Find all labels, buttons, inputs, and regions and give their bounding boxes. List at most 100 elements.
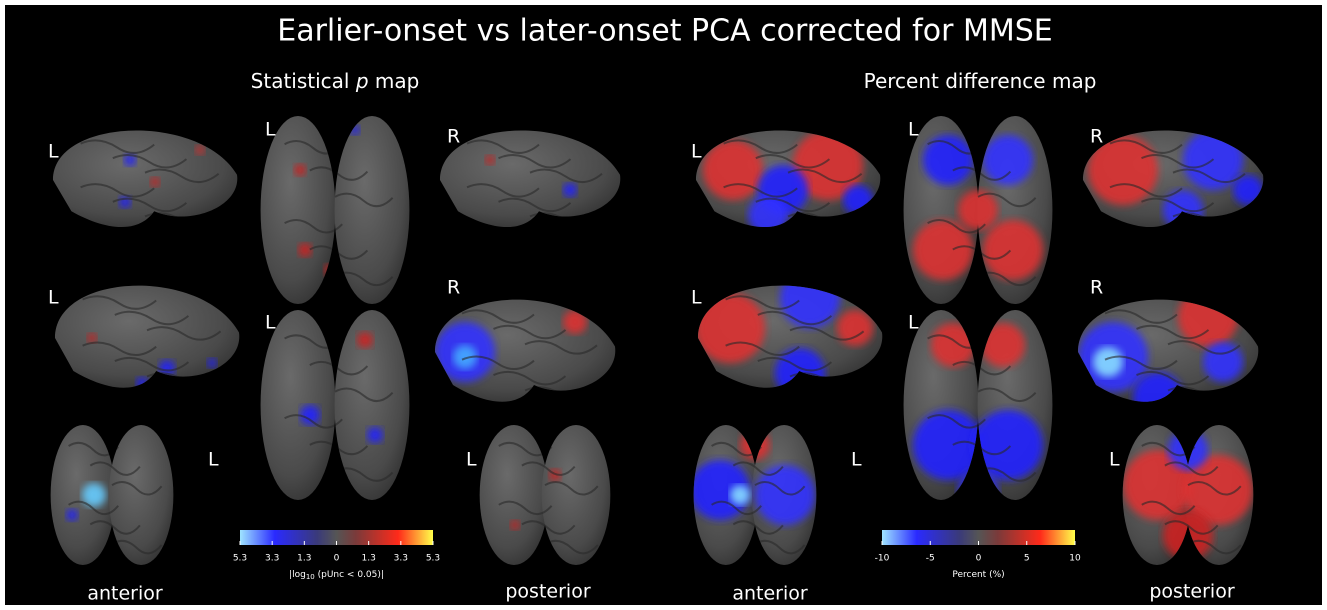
sulcus [1141, 500, 1196, 516]
brain-view [53, 130, 238, 228]
brain-surface [479, 425, 549, 565]
brain-surface [541, 425, 611, 565]
sulcus [80, 183, 155, 198]
view-label: L [1109, 449, 1120, 471]
activation-blob [294, 164, 306, 176]
sulcus [146, 326, 222, 341]
colorbar-tick-label: 0 [334, 554, 340, 564]
activation-blob [159, 360, 175, 376]
sulcus [1172, 168, 1246, 183]
sulcus [977, 192, 1037, 208]
brain-view [698, 285, 883, 388]
brain-overlay [1088, 130, 1263, 228]
brain-overlay [284, 332, 394, 482]
brain-view [1083, 130, 1264, 228]
colorbar-tick-label: 0 [976, 554, 982, 564]
brain-surface [108, 425, 174, 565]
brain-surface [440, 130, 621, 228]
brain-view [55, 285, 240, 388]
sulcus [114, 310, 190, 326]
view-label: L [691, 287, 702, 309]
activation-blob [1093, 347, 1123, 377]
activation-blob [82, 483, 106, 507]
brain-view [696, 130, 881, 228]
activation-blob [124, 154, 136, 166]
sulcus [493, 370, 567, 386]
colorbar-label: Percent (%) [952, 570, 1004, 580]
figure-title: Earlier-onset vs later-onset PCA correct… [277, 14, 1053, 49]
sulcus [89, 520, 141, 535]
sulcus [927, 218, 986, 234]
sulcus [309, 166, 369, 181]
activation-blob [931, 323, 975, 367]
sulcus [111, 481, 163, 496]
panel-title-part: map [369, 69, 420, 93]
sulcus [1187, 481, 1242, 496]
sulcus [1164, 520, 1219, 535]
colorbar-tick-label: 1.3 [362, 554, 376, 564]
activation-blob [207, 358, 217, 368]
colorbar-tick-label: -10 [875, 554, 890, 564]
sulcus [711, 500, 762, 516]
panel-title: Statistical p map [251, 69, 420, 93]
activation-blob [66, 509, 78, 521]
activation-blob [453, 345, 477, 369]
brain-surface [334, 116, 410, 304]
activation-blob [563, 183, 577, 197]
brain-view [479, 425, 611, 565]
activation-blob [983, 220, 1043, 280]
sulcus [757, 310, 833, 326]
view-label: R [1090, 277, 1103, 299]
brain-view [260, 310, 410, 500]
brain-view [440, 130, 621, 228]
sulcus [461, 309, 535, 324]
sulcus [723, 139, 798, 154]
sulcus [1136, 324, 1210, 340]
sulcus [498, 153, 572, 169]
sulcus [466, 183, 540, 198]
sulcus [466, 139, 540, 154]
panel-title-part: Percent difference map [864, 69, 1097, 93]
sulcus [461, 355, 535, 370]
sulcus [755, 197, 831, 213]
activation-blob [981, 323, 1025, 367]
sulcus [725, 341, 800, 356]
sulcus [1136, 370, 1210, 386]
activation-blob [780, 285, 840, 328]
sulcus [284, 218, 343, 234]
view-label: L [265, 119, 276, 141]
sulcus [1164, 461, 1219, 476]
sulcus [544, 481, 599, 496]
activation-blob [1183, 455, 1253, 525]
panel-title-part: Statistical [251, 69, 356, 93]
colorbar [240, 530, 433, 545]
activation-blob [300, 405, 320, 425]
activation-blob [485, 155, 495, 165]
view-label: L [908, 119, 919, 141]
sulcus [1141, 197, 1215, 213]
brain-view [260, 116, 410, 304]
colorbar-label: |log10 (pUnc < 0.05)| [289, 570, 384, 582]
colorbar-label-part: Percent (%) [952, 570, 1004, 580]
colorbar-label-part: 10 [306, 573, 315, 581]
sulcus [521, 461, 576, 476]
brain-overlay [698, 285, 873, 388]
sulcus [1187, 539, 1242, 555]
sulcus [82, 295, 157, 310]
sulcus [80, 139, 155, 154]
view-label: L [466, 449, 477, 471]
sulcus [723, 183, 798, 198]
sulcus [1167, 340, 1241, 355]
sulcus [927, 414, 986, 429]
activation-blob [755, 465, 815, 525]
sulcus [521, 520, 576, 535]
activation-blob [1233, 175, 1263, 205]
colorbar-tick-label: -5 [926, 554, 935, 564]
colorbar-tick-label: 10 [1069, 554, 1081, 564]
sulcus [498, 500, 553, 516]
brain-overlay [80, 139, 220, 227]
sulcus [732, 461, 784, 476]
view-caption: posterior [1149, 581, 1234, 603]
view-label: L [265, 312, 276, 334]
